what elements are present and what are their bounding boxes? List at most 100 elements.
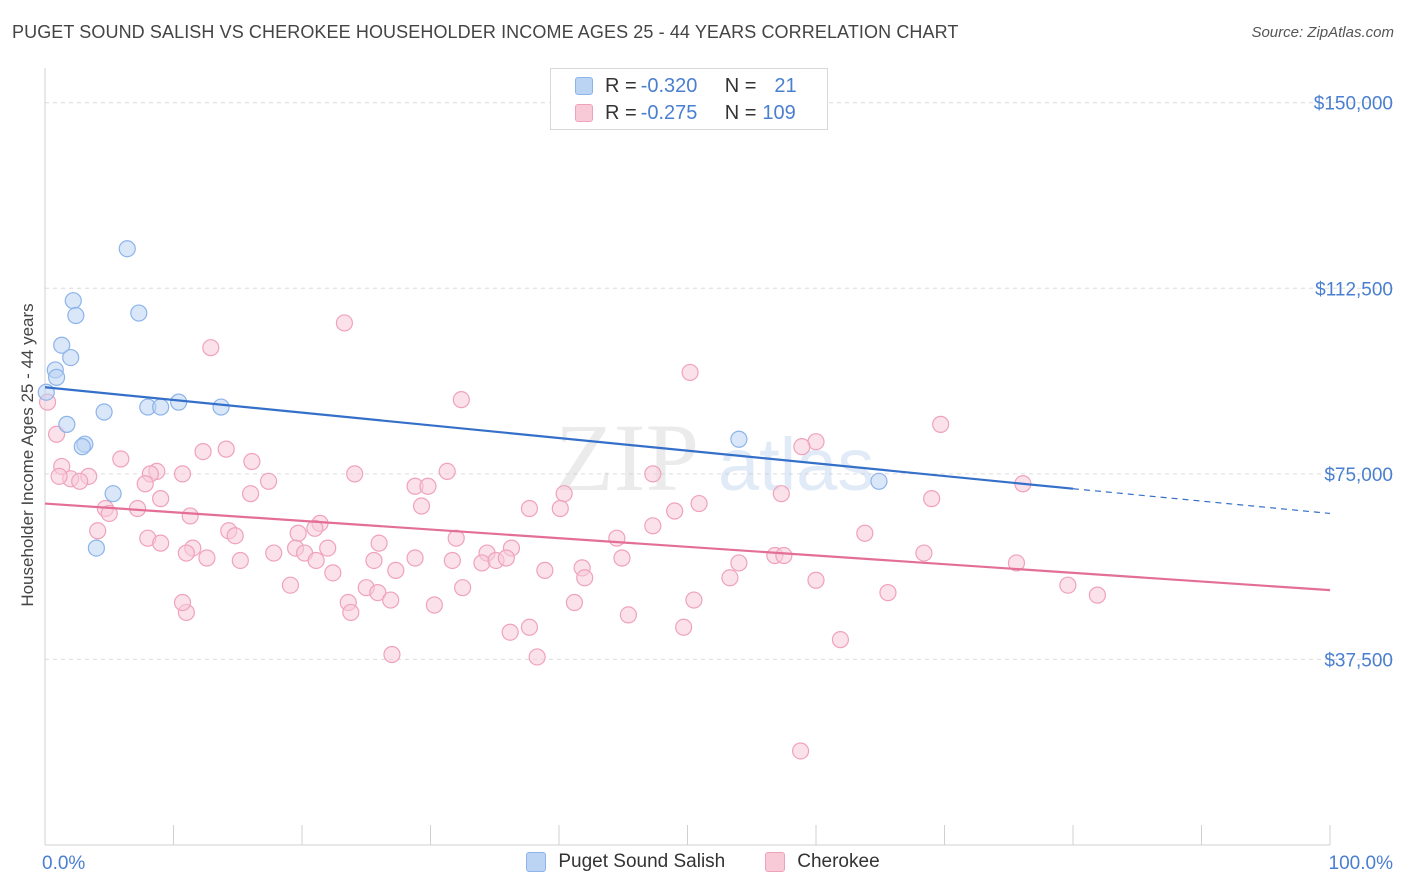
- cherokee-point: [194, 443, 212, 461]
- cherokee-point: [152, 534, 170, 552]
- cherokee-point: [536, 561, 554, 579]
- cherokee-point: [136, 475, 154, 493]
- legend-row-salish: R = -0.320 N = 21: [575, 73, 797, 99]
- cherokee-point: [259, 472, 278, 490]
- r-value: -0.275: [640, 101, 698, 124]
- cherokee-point: [173, 593, 192, 612]
- salish-trend-line: [44, 386, 1074, 490]
- cherokee-trend-line: [44, 502, 1331, 592]
- cherokee-point: [369, 584, 387, 602]
- cherokee-point: [721, 569, 739, 587]
- cherokee-point: [412, 497, 431, 515]
- r-label: R =: [605, 101, 637, 124]
- salish-point: [58, 415, 76, 433]
- source-label: Source: ZipAtlas.com: [1251, 24, 1394, 41]
- cherokee-point: [608, 529, 626, 547]
- cherokee-point: [932, 415, 950, 433]
- data-points: [37, 240, 1107, 760]
- stats-legend: R = -0.320 N = 21 R = -0.275 N = 109: [550, 68, 828, 130]
- cherokee-point: [613, 549, 631, 567]
- cherokee-point: [772, 485, 790, 503]
- cherokee-point: [306, 519, 324, 537]
- salish-point: [870, 472, 888, 490]
- cherokee-point: [856, 524, 874, 542]
- cherokee-point: [198, 549, 216, 567]
- cherokee-point: [335, 314, 354, 332]
- watermark: ZIP atlas: [555, 404, 874, 511]
- cherokee-point: [1007, 554, 1026, 572]
- cherokee-point: [71, 472, 89, 490]
- salish-point: [118, 240, 136, 258]
- cherokee-point: [619, 606, 637, 624]
- watermark-zip: ZIP: [555, 404, 699, 511]
- salish-point: [95, 403, 113, 421]
- cherokee-point: [831, 631, 850, 649]
- cherokee-point: [1059, 576, 1077, 594]
- x-tick-label: 0.0%: [42, 853, 85, 874]
- n-value: 21: [774, 74, 797, 97]
- cherokee-point: [382, 591, 400, 609]
- salish-point: [53, 336, 71, 354]
- cherokee-point: [289, 524, 307, 542]
- cherokee-point: [1088, 586, 1107, 604]
- n-label: N =: [724, 101, 757, 124]
- cherokee-point: [370, 534, 388, 552]
- cherokee-point: [501, 623, 519, 641]
- cherokee-point: [923, 490, 941, 508]
- salish-point: [730, 430, 748, 448]
- cherokee-point: [807, 571, 825, 589]
- cherokee-swatch: [765, 852, 786, 872]
- cherokee-point: [307, 551, 325, 570]
- cherokee-point: [915, 544, 933, 562]
- salish-point: [73, 438, 91, 456]
- cherokee-point: [342, 603, 360, 622]
- legend-label-salish: Puget Sound Salish: [558, 851, 726, 872]
- cherokee-point: [419, 477, 437, 495]
- r-value: -0.320: [640, 74, 698, 97]
- cherokee-point: [346, 465, 364, 483]
- cherokee-point: [226, 527, 244, 545]
- legend-label-cherokee: Cherokee: [797, 851, 880, 872]
- y-tick-label: $75,000: [1324, 465, 1393, 486]
- salish-point: [62, 348, 80, 367]
- x-tick-labels: 0.0% 100.0%: [42, 853, 1393, 874]
- cherokee-point: [438, 462, 456, 480]
- n-label: N =: [724, 74, 757, 97]
- legend-row-cherokee: R = -0.275 N = 109: [575, 100, 796, 126]
- cherokee-point: [265, 544, 283, 562]
- chart-title: PUGET SOUND SALISH VS CHEROKEE HOUSEHOLD…: [12, 22, 959, 42]
- cherokee-point: [443, 551, 461, 570]
- cherokee-point: [685, 591, 703, 609]
- series-legend: Puget Sound Salish Cherokee: [0, 851, 1406, 873]
- salish-point: [67, 306, 85, 325]
- cherokee-point: [173, 465, 192, 483]
- cherokee-point: [690, 494, 708, 513]
- salish-swatch: [526, 852, 547, 872]
- y-axis-label: Householder Income Ages 25 - 44 years: [18, 303, 37, 606]
- cherokee-point: [243, 452, 261, 471]
- cherokee-point: [565, 593, 584, 612]
- salish-swatch: [575, 77, 593, 95]
- cherokee-point: [520, 618, 539, 636]
- legend-item-salish: Puget Sound Salish: [526, 851, 725, 873]
- salish-point: [130, 304, 148, 322]
- cherokee-point: [242, 485, 260, 503]
- salish-point: [104, 485, 122, 503]
- cherokee-point: [50, 467, 68, 485]
- cherokee-point: [666, 502, 684, 520]
- cherokee-point: [551, 499, 569, 518]
- legend-item-cherokee: Cherokee: [765, 851, 880, 873]
- cherokee-point: [497, 549, 515, 567]
- cherokee-point: [217, 440, 235, 458]
- cherokee-point: [730, 554, 748, 572]
- cherokee-point: [555, 485, 573, 503]
- cherokee-point: [177, 544, 195, 562]
- cherokee-point: [425, 596, 443, 614]
- axes: [44, 68, 1331, 846]
- cherokee-point: [879, 584, 897, 602]
- salish-point: [212, 398, 230, 416]
- cherokee-point: [644, 465, 662, 483]
- cherokee-point: [281, 576, 300, 594]
- cherokee-point: [387, 561, 405, 579]
